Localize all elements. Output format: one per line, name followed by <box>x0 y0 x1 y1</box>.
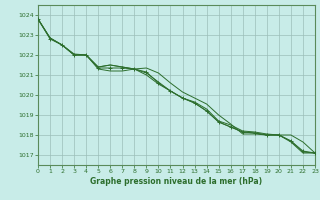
X-axis label: Graphe pression niveau de la mer (hPa): Graphe pression niveau de la mer (hPa) <box>91 177 263 186</box>
